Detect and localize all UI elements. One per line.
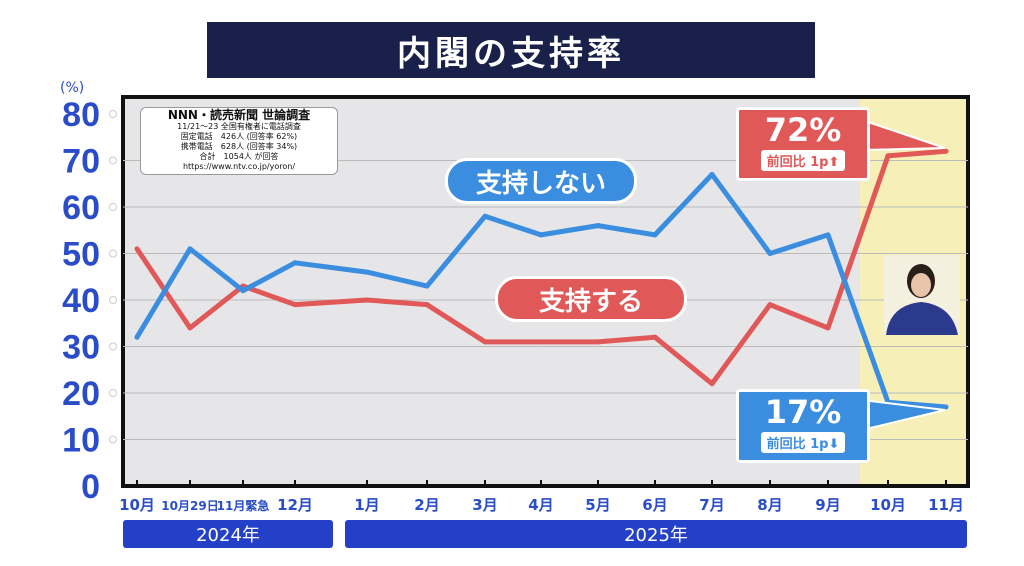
data-point [134, 334, 140, 340]
y-tick-dot [109, 156, 117, 165]
data-point [825, 325, 831, 331]
source-box: NNN・読売新聞 世論調査 11/21〜23 全国有権者に電話調査 固定電話 4… [140, 107, 338, 175]
y-tick-dot [109, 249, 117, 258]
data-point [943, 148, 949, 154]
y-tick-label: 50 [62, 236, 100, 274]
disapprove-callout: 17% 前回比 1p⬇ [736, 389, 870, 463]
x-tick-label: 7月 [699, 496, 724, 514]
x-tick-label: 1月 [354, 496, 379, 514]
approve-change: 前回比 1p⬆ [760, 150, 846, 171]
data-point [595, 339, 601, 345]
data-point [187, 325, 193, 331]
x-tick-label: 10月29日 [161, 499, 218, 513]
x-tick-label: 3月 [472, 496, 497, 514]
data-point [187, 246, 193, 252]
y-tick-dot [109, 203, 117, 211]
data-point [595, 223, 601, 229]
data-point [482, 213, 488, 219]
x-tick-label: 9月 [815, 496, 840, 514]
disapprove-series-label: 支持しない [445, 158, 637, 204]
y-tick-label: 70 [62, 143, 100, 181]
y-tick-dot [109, 296, 117, 304]
data-point [767, 251, 773, 256]
portrait-face [911, 273, 931, 297]
data-point [885, 153, 891, 159]
x-tick-label: 11月 [928, 496, 964, 514]
data-point [364, 297, 370, 303]
x-tick-label: 2月 [414, 496, 439, 514]
approve-series-label: 支持する [495, 276, 687, 322]
y-axis-unit: (%) [60, 80, 84, 96]
x-tick-label: 11月緊急 [217, 498, 270, 513]
data-point [424, 283, 430, 289]
disapprove-value: 17% [764, 393, 842, 431]
y-tick-label: 0 [81, 468, 100, 506]
year-bar [345, 520, 967, 548]
y-tick-label: 10 [62, 422, 100, 460]
y-tick-label: 30 [62, 329, 100, 367]
x-tick-label: 4月 [528, 496, 553, 514]
source-url: https://www.ntv.co.jp/yoron/ [182, 162, 296, 171]
data-point [292, 302, 298, 308]
data-point [364, 269, 370, 275]
y-tick-dot [109, 342, 117, 351]
data-point [709, 171, 715, 177]
year-bar [123, 520, 333, 548]
y-tick-dot [109, 389, 117, 397]
data-point [482, 339, 488, 345]
x-tick-label: 5月 [585, 496, 610, 514]
y-tick-dot [109, 110, 117, 118]
y-tick-label: 20 [62, 375, 100, 413]
year-label: 2025年 [624, 525, 688, 546]
portrait-body [886, 302, 958, 335]
data-point [134, 246, 140, 252]
data-point [709, 381, 715, 387]
data-point [240, 288, 246, 294]
x-tick-label: 10月 [870, 496, 906, 514]
y-tick-label: 80 [62, 96, 100, 134]
data-point [424, 302, 430, 308]
approve-callout: 72% 前回比 1p⬆ [736, 107, 870, 181]
source-line: 携帯電話 628人 (回答率 34%) [180, 142, 298, 151]
approve-value: 72% [764, 111, 842, 149]
y-tick-label: 60 [62, 189, 100, 227]
x-tick-label: 12月 [277, 496, 313, 514]
source-line: 11/21〜23 全国有権者に電話調査 [177, 122, 301, 131]
source-heading: NNN・読売新聞 世論調査 [167, 108, 311, 122]
data-point [292, 260, 298, 266]
x-tick-label: 8月 [757, 496, 782, 514]
data-point [767, 302, 773, 308]
data-point [943, 404, 949, 410]
data-point [825, 232, 831, 238]
year-label: 2024年 [196, 525, 260, 546]
x-tick-label: 6月 [642, 496, 667, 514]
data-point [538, 232, 544, 238]
data-point [652, 232, 658, 238]
x-tick-label: 10月 [119, 496, 155, 514]
source-line: 固定電話 426人 (回答率 62%) [180, 132, 298, 141]
y-tick-label: 40 [62, 282, 100, 320]
page-title: 内閣の支持率 [207, 22, 815, 78]
source-line: 合計 1054人 が回答 [199, 152, 279, 161]
data-point [538, 339, 544, 345]
y-tick-dot [109, 435, 117, 444]
data-point [652, 334, 658, 340]
disapprove-change: 前回比 1p⬇ [760, 432, 846, 453]
